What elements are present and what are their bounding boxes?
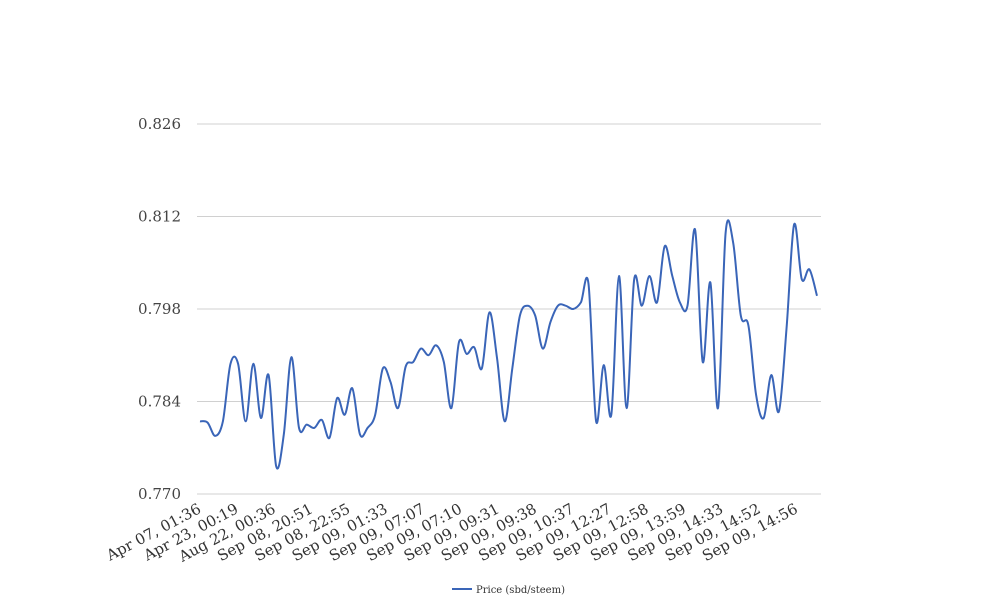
y-tick-label: 0.798 [138, 300, 181, 318]
y-tick-label: 0.784 [138, 393, 181, 411]
y-tick-label: 0.826 [138, 115, 181, 133]
gridlines [197, 123, 821, 495]
series-layer [199, 219, 818, 470]
legend: Price (sbd/steem) [452, 585, 565, 596]
series-line-price [199, 219, 818, 470]
y-tick-label: 0.812 [138, 208, 181, 226]
y-axis-tick-labels: 0.770 0.784 0.798 0.812 0.826 [138, 115, 181, 503]
legend-label-price: Price (sbd/steem) [476, 585, 565, 596]
y-tick-label: 0.770 [138, 485, 181, 503]
